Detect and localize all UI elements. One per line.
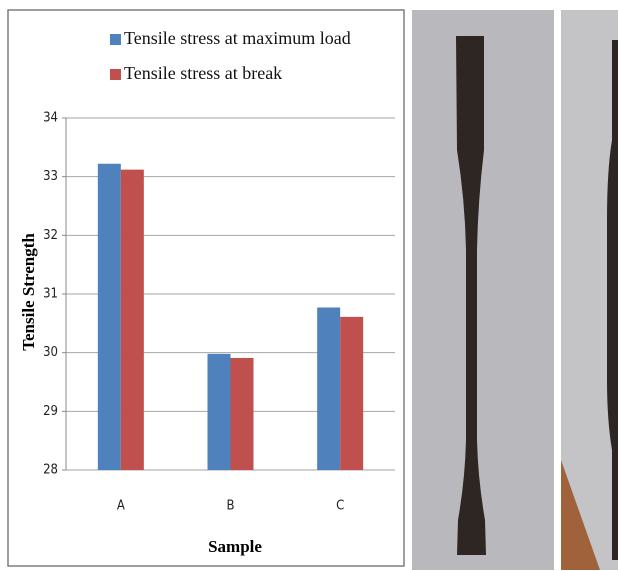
- specimen-photo: [561, 10, 618, 570]
- y-tick-label: 34: [43, 111, 58, 126]
- y-tick-label: 33: [43, 169, 58, 184]
- bar: [98, 164, 121, 470]
- y-axis-label: Tensile Strength: [19, 233, 38, 351]
- y-tick-label: 32: [43, 228, 58, 243]
- bar: [317, 307, 340, 470]
- y-tick-label: 31: [43, 287, 58, 302]
- figure: 28 29 30 31 32 33 34 A B C Tensile stress at maxim…: [0, 0, 618, 571]
- legend-label: Tensile stress at break: [124, 63, 282, 83]
- bar: [208, 354, 231, 470]
- y-tick-label: 28: [43, 463, 58, 478]
- x-tick-label: A: [117, 499, 125, 514]
- x-tick-label: B: [226, 499, 234, 514]
- bar: [121, 170, 144, 470]
- x-tick-label: C: [336, 499, 344, 514]
- legend-marker: [110, 34, 121, 45]
- y-tick-label: 30: [43, 345, 58, 360]
- specimen-photo: [412, 10, 554, 570]
- x-axis-label: Sample: [208, 537, 262, 556]
- chart-frame: [8, 10, 404, 566]
- bar: [231, 358, 254, 470]
- bar: [340, 317, 363, 470]
- legend-label: Tensile stress at maximum load: [124, 28, 351, 48]
- y-tick-label: 29: [43, 404, 58, 419]
- legend-marker: [110, 69, 121, 80]
